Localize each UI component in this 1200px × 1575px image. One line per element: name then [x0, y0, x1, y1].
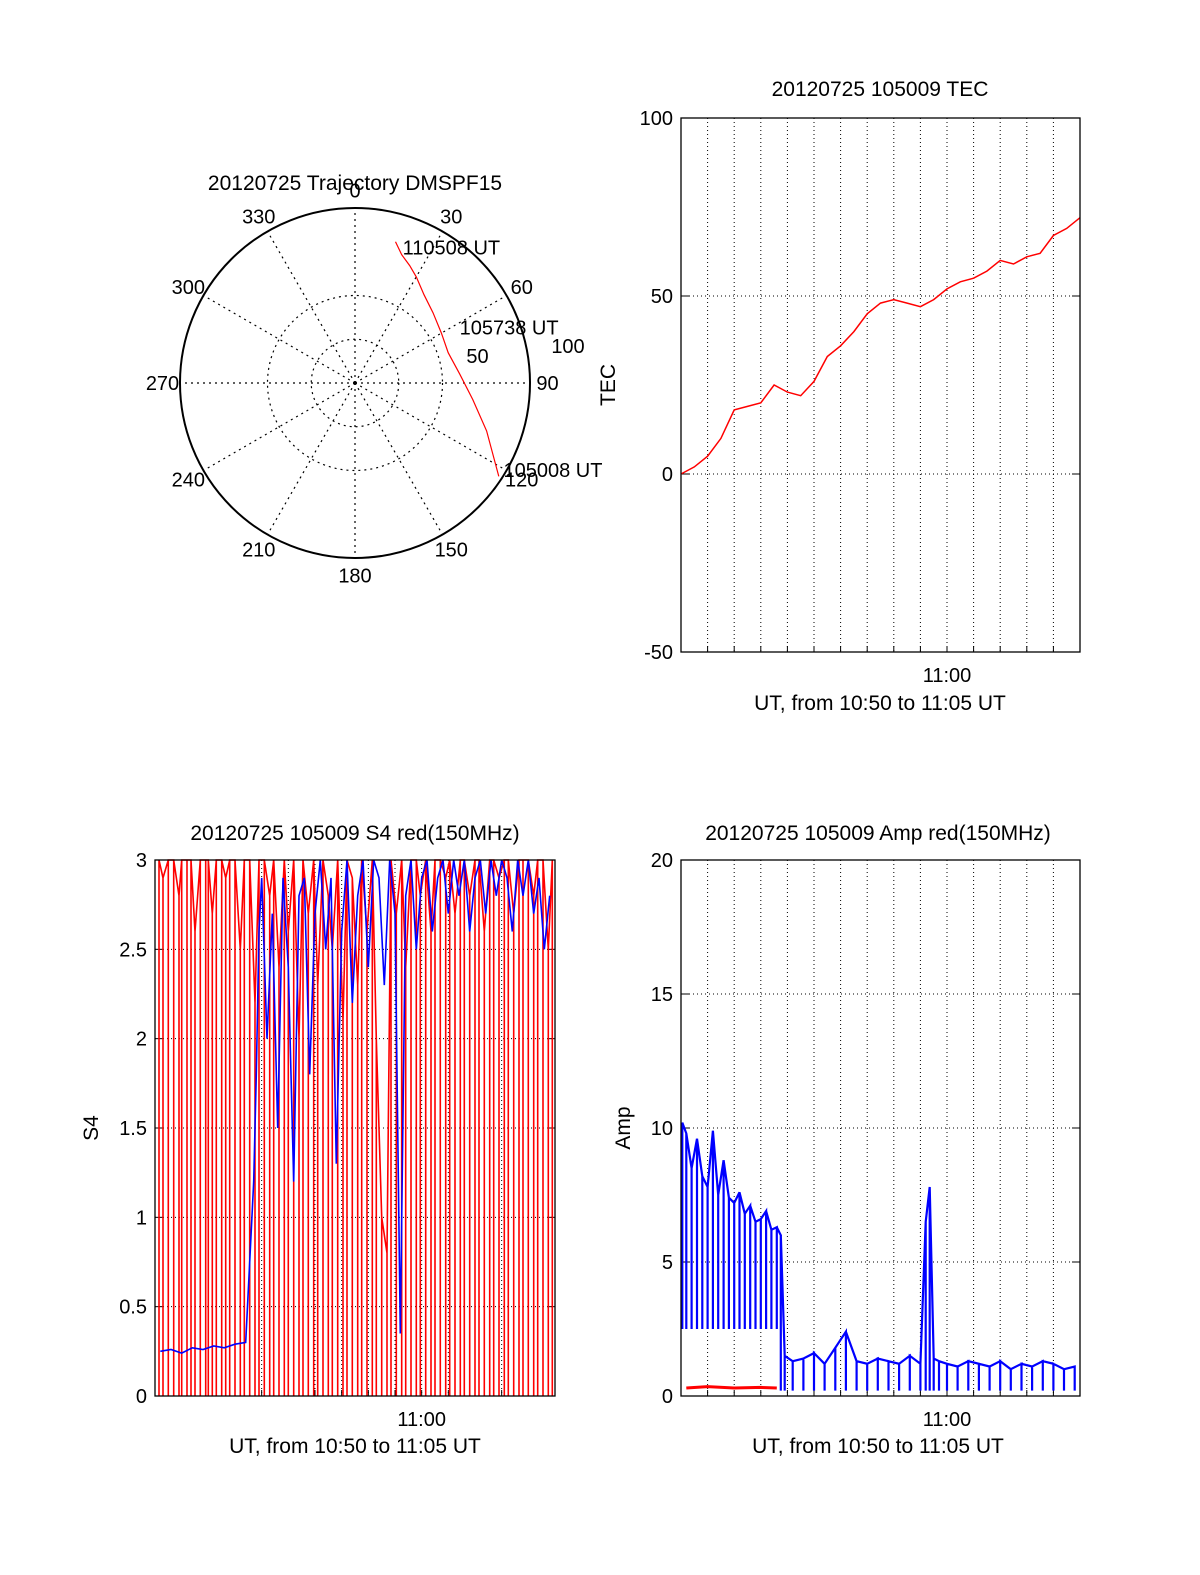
plot-frame — [154, 859, 556, 1397]
tec-xlabel: UT, from 10:50 to 11:05 UT — [754, 692, 1006, 715]
y-tick-label: 5 — [662, 1252, 673, 1274]
trajectory-title: 20120725 Trajectory DMSPF15 — [208, 172, 502, 195]
trajectory-time-label: 110508 UT — [403, 238, 500, 260]
polar-spoke — [203, 382, 356, 472]
y-tick-label: 10 — [651, 1118, 673, 1140]
azimuth-tick-label: 240 — [172, 469, 205, 491]
amp-xlabel: UT, from 10:50 to 11:05 UT — [752, 1435, 1004, 1458]
trajectory-polar-chart: 20120725 Trajectory DMSPF15 0 30 60 90 120 15… — [146, 172, 603, 588]
azimuth-tick-label: 330 — [242, 206, 275, 228]
y-tick-label: 0.5 — [119, 1297, 147, 1319]
x-tick-label: 11:00 — [923, 1409, 972, 1431]
y-tick-label: 0 — [662, 464, 673, 486]
azimuth-tick-label: 30 — [440, 206, 462, 228]
polar-spoke — [354, 294, 507, 384]
radius-label-50: 50 — [466, 346, 488, 368]
trajectory-time-label: 105738 UT — [460, 317, 559, 339]
azimuth-tick-label: 120 — [505, 469, 538, 491]
s4-ylabel: S4 — [80, 1115, 103, 1141]
y-tick-label: 0 — [136, 1386, 147, 1408]
azimuth-tick-label: 90 — [536, 373, 558, 395]
s4-title: 20120725 105009 S4 red(150MHz) — [190, 822, 519, 845]
polar-grid-ring — [266, 294, 444, 472]
series-line — [681, 1122, 1076, 1391]
azimuth-tick-label: 270 — [146, 373, 179, 395]
amp-plot-area: 0 5 10 15 20 11:00 — [651, 850, 1081, 1431]
y-tick-label: 3 — [136, 850, 147, 872]
y-tick-label: 20 — [651, 850, 673, 872]
y-tick-label: 50 — [651, 286, 673, 308]
series-line — [160, 859, 551, 1354]
trajectory-time-label: 105008 UT — [504, 460, 603, 482]
azimuth-tick-label: 300 — [172, 277, 205, 299]
plot-frame — [680, 117, 1081, 653]
y-tick-label: 0 — [662, 1386, 673, 1408]
plot-frame — [680, 859, 1081, 1397]
tec-chart: 20120725 105009 TEC TEC UT, from 10:50 t… — [597, 78, 1081, 715]
azimuth-tick-label: 0 — [349, 181, 360, 203]
s4-xlabel: UT, from 10:50 to 11:05 UT — [229, 1435, 481, 1458]
polar-grid — [179, 207, 531, 559]
polar-labels: 0 30 60 90 120 150 180 210 240 270 300 330 50 100 1105… — [146, 181, 603, 588]
y-tick-label: -50 — [644, 642, 673, 664]
azimuth-tick-label: 180 — [338, 566, 371, 588]
tec-ylabel: TEC — [597, 364, 620, 406]
y-tick-label: 1 — [136, 1207, 147, 1229]
y-tick-label: 2.5 — [119, 939, 147, 961]
series-line — [680, 217, 1081, 475]
amp-ylabel: Amp — [612, 1106, 635, 1149]
trajectory-track — [394, 241, 500, 477]
series-line — [686, 1385, 777, 1390]
amp-chart: 20120725 105009 Amp red(150MHz) Amp UT, … — [612, 822, 1081, 1458]
y-tick-label: 1.5 — [119, 1118, 147, 1140]
radius-label-100: 100 — [551, 336, 584, 358]
y-tick-label: 2 — [136, 1029, 147, 1051]
azimuth-tick-label: 60 — [511, 277, 533, 299]
amp-title: 20120725 105009 Amp red(150MHz) — [705, 822, 1051, 845]
y-tick-label: 100 — [640, 108, 673, 130]
x-tick-label: 11:00 — [923, 665, 972, 687]
polar-spoke — [203, 294, 356, 384]
polar-spoke — [266, 382, 356, 535]
x-tick-label: 11:00 — [397, 1409, 446, 1431]
azimuth-tick-label: 150 — [435, 540, 468, 562]
polar-spoke — [266, 231, 356, 384]
y-tick-label: 15 — [651, 984, 673, 1006]
azimuth-tick-label: 210 — [242, 540, 275, 562]
polar-spoke — [354, 382, 444, 535]
s4-plot-area: 0 0.5 1 1.5 2 2.5 3 11:00 — [119, 850, 556, 1431]
s4-chart: 20120725 105009 S4 red(150MHz) S4 UT, fr… — [80, 822, 556, 1458]
polar-spoke — [354, 231, 444, 384]
tec-plot-area: -50 0 50 100 11:00 — [640, 108, 1081, 687]
trajectory-line — [394, 241, 500, 477]
polar-spoke — [354, 382, 507, 472]
tec-title: 20120725 105009 TEC — [772, 78, 989, 101]
